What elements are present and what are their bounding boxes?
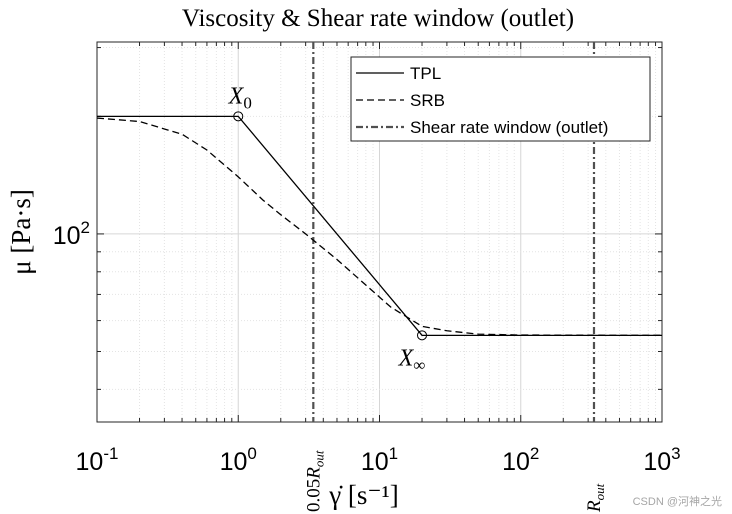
- legend-label: TPL: [410, 64, 441, 83]
- legend-box: [350, 56, 651, 142]
- x-tick-label: 10-1: [76, 444, 119, 476]
- marker-x_inf: [417, 330, 428, 341]
- legend: TPL SRB Shear rate window (outlet): [350, 56, 651, 142]
- y-axis-label: μ [Pa·s]: [6, 189, 36, 275]
- legend-label: SRB: [410, 91, 445, 110]
- x-tick-label: 103: [643, 444, 680, 476]
- window-line-labels: 0.05Rout Rout: [303, 450, 607, 513]
- window-line-label: Rout: [584, 483, 607, 513]
- watermark: CSDN @河神之光: [633, 494, 722, 508]
- x-tick-label: 100: [220, 444, 257, 476]
- series-line-srb: [96, 117, 663, 336]
- window-line-label: 0.05Rout: [303, 450, 326, 512]
- x-axis-label: γ̇ [s⁻¹]: [328, 480, 399, 510]
- legend-label: Shear rate window (outlet): [410, 118, 608, 137]
- marker-label-x_inf: X∞: [398, 345, 426, 374]
- series-line-tpl: [97, 115, 662, 336]
- series-lines: [96, 115, 663, 336]
- x-tick-label: 102: [502, 444, 539, 476]
- chart-title: Viscosity & Shear rate window (outlet): [182, 5, 574, 32]
- marker-label-x_0: X0: [228, 83, 252, 112]
- marker-x_0: [233, 111, 244, 122]
- markers: X0 X∞: [228, 83, 428, 374]
- y-tick-label: 102: [53, 218, 90, 250]
- x-tick-label: 101: [361, 444, 398, 476]
- tick-labels: 10-1 100 101 102 103 102: [53, 218, 681, 476]
